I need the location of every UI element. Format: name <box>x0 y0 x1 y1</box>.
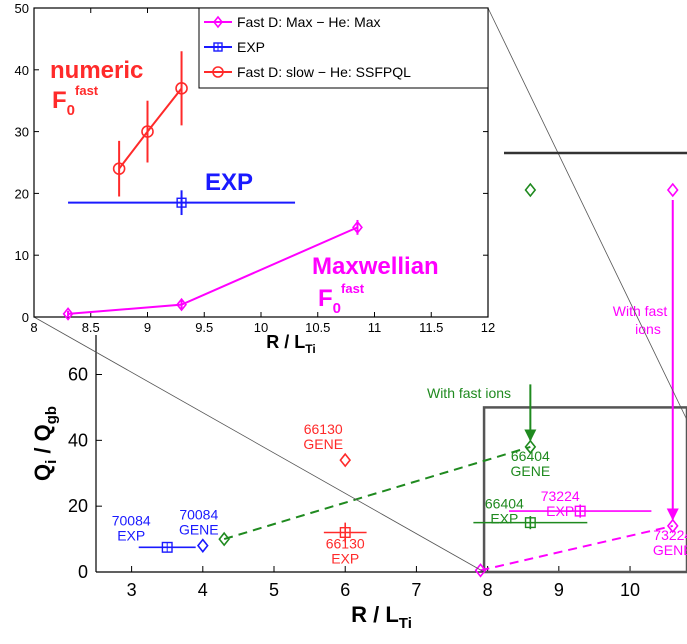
inset-y-tick-label: 40 <box>15 63 29 78</box>
inset-data-point <box>175 82 188 95</box>
point-label: 73224 <box>541 488 580 504</box>
point-label: 70084 <box>179 507 218 523</box>
main-y-tick-label: 0 <box>78 562 88 582</box>
inset-x-axis-label: R / LTi <box>266 332 315 356</box>
main-data-point <box>161 541 173 553</box>
point-label: GENE <box>179 522 219 538</box>
main-x-tick-label: 5 <box>269 580 279 600</box>
point-label: 66130 <box>304 421 343 437</box>
inset-y-tick-label: 10 <box>15 248 29 263</box>
inset-x-tick-label: 11.5 <box>419 320 443 335</box>
legend-marker <box>212 66 224 78</box>
main-y-axis-label: Qi / Qgb <box>30 406 60 481</box>
inset-y-tick-label: 30 <box>15 125 29 140</box>
inset-data-point <box>62 307 74 321</box>
zoom-connector <box>33 316 485 573</box>
main-x-tick-label: 8 <box>483 580 493 600</box>
main-data-point <box>666 518 679 534</box>
inset-data-point <box>176 197 187 208</box>
inset-data-point <box>112 162 126 175</box>
inset-data-point <box>352 220 363 235</box>
main-plot: 3 4 5 6 7 8 9 10 0 20 40 60 R / LTi Qi / Qgb With fast… <box>30 182 687 632</box>
point-label: EXP <box>546 503 574 519</box>
main-data-point <box>196 538 209 553</box>
main-x-tick-label: 3 <box>127 580 137 600</box>
inset-data-point <box>141 125 154 138</box>
inset-x-tick-label: 10 <box>254 320 268 335</box>
main-x-tick-label: 10 <box>620 580 640 600</box>
annotation-f0-fast-red: F0fast <box>52 83 99 119</box>
main-x-tick-label: 9 <box>554 580 564 600</box>
main-x-tick-label: 4 <box>198 580 208 600</box>
legend-entry: EXP <box>237 39 265 55</box>
main-x-tick-label: 7 <box>411 580 421 600</box>
point-label: GENE <box>511 463 551 479</box>
legend-marker <box>213 42 223 52</box>
main-data-point <box>666 182 679 198</box>
inset-x-tick-label: 8 <box>30 320 37 335</box>
annotation-f0-fast-magenta: F0fast <box>318 281 365 317</box>
main-data-point <box>524 517 536 529</box>
legend-marker <box>212 15 224 29</box>
main-y-tick-label: 60 <box>68 365 88 385</box>
legend-box <box>198 7 489 89</box>
inset-legend: Fast D: Max − He: Max EXP Fast D: slow − H… <box>198 7 489 89</box>
point-label: 66130 <box>326 536 365 552</box>
main-data-point <box>524 182 537 198</box>
point-label: 66404 <box>485 496 524 512</box>
point-label: EXP <box>117 527 145 543</box>
point-label: 70084 <box>112 512 151 528</box>
legend-entry: Fast D: slow − He: SSFPQL <box>237 64 411 80</box>
main-data-point <box>524 439 537 455</box>
point-label: GENE <box>303 436 343 452</box>
inset-x-tick-label: 8.5 <box>82 320 100 335</box>
main-data-point <box>574 505 586 517</box>
main-x-tick-label: 6 <box>340 580 350 600</box>
arrow-label-magenta: ions <box>635 321 661 337</box>
inset-plot: 8 8.5 9 9.5 10 10.5 11 11.5 12 0 10 20 30 40 50 R / LTi… <box>15 1 496 356</box>
inset-y-tick-label: 20 <box>15 186 29 201</box>
inset-x-tick-label: 12 <box>481 320 495 335</box>
zoom-connector <box>487 7 687 421</box>
point-label: EXP <box>490 511 518 527</box>
main-x-axis-label: R / LTi <box>351 602 412 632</box>
arrow-label-green: With fast ions <box>427 385 511 401</box>
dashed-trend-line <box>480 524 673 572</box>
inset-y-tick-label: 0 <box>22 310 29 325</box>
inset-x-tick-label: 9.5 <box>195 320 213 335</box>
point-label: EXP <box>331 551 359 567</box>
inset-x-tick-label: 9 <box>144 320 151 335</box>
inset-x-tick-label: 10.5 <box>305 320 330 335</box>
main-y-tick-label: 20 <box>68 496 88 516</box>
dashed-trend-line <box>223 445 531 541</box>
inset-x-tick-label: 11 <box>368 320 382 335</box>
point-label: 73224 <box>653 527 687 543</box>
annotation-maxwellian: Maxwellian <box>312 253 439 280</box>
inset-y-tick-label: 50 <box>15 1 29 16</box>
main-data-point <box>339 452 352 468</box>
point-label: GENE <box>653 542 687 558</box>
main-data-point <box>218 531 230 547</box>
main-data-point <box>339 527 351 539</box>
annotation-exp: EXP <box>205 169 253 196</box>
annotation-numeric: numeric <box>50 57 143 84</box>
inset-data-point <box>176 297 187 312</box>
main-y-tick-label: 40 <box>68 430 88 450</box>
arrow-label-magenta: With fast <box>613 303 668 319</box>
point-label: 66404 <box>511 448 550 464</box>
legend-entry: Fast D: Max − He: Max <box>237 14 381 30</box>
